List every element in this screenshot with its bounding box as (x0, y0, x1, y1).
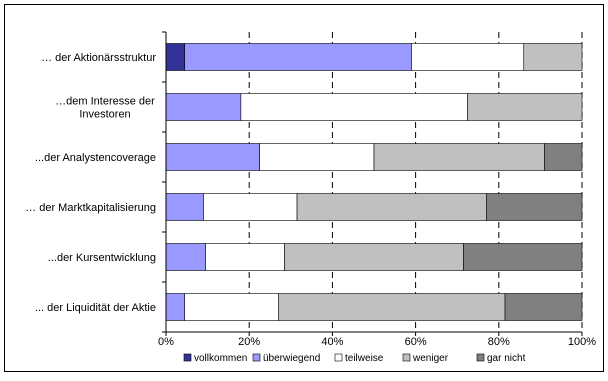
x-tick-label: 20% (238, 336, 260, 348)
category-label: ...der Kursentwicklung (48, 252, 156, 264)
legend-label: gar nicht (487, 353, 526, 364)
bar-segment (373, 143, 545, 171)
bar-segment (259, 143, 375, 171)
bar-segment (165, 43, 186, 71)
bar-segment (165, 293, 186, 321)
category-label: …dem Interesse der (55, 96, 155, 108)
bar-segment (184, 293, 279, 321)
bar-segment (411, 43, 525, 71)
x-tick-label: 100% (568, 336, 596, 348)
bar-segment (504, 293, 583, 321)
bar-segment (165, 93, 242, 121)
bar-segment (467, 93, 583, 121)
legend-label: teilweise (345, 353, 384, 364)
bars (165, 43, 583, 321)
category-label: ... der Liquidität der Aktie (35, 302, 156, 314)
legend-swatch (252, 353, 261, 362)
bar-segment (296, 193, 487, 221)
legend-label: vollkommen (194, 353, 247, 364)
category-labels: … der Aktionärsstruktur …dem Interesse de… (25, 52, 156, 314)
legend-label: weniger (412, 353, 449, 364)
bar-segment (165, 193, 204, 221)
x-tick-label: 80% (488, 336, 510, 348)
bar-segment (205, 243, 285, 271)
bar-segment (203, 193, 298, 221)
x-tick-label: 40% (321, 336, 343, 348)
bar-segment (240, 93, 468, 121)
bar-segment (463, 243, 583, 271)
legend-swatch (402, 353, 411, 362)
legend-swatch (476, 353, 485, 362)
bar-segment (278, 293, 506, 321)
legend-label: überwiegend (263, 353, 320, 364)
category-label: … der Marktkapitalisierung (25, 202, 156, 214)
x-tick-labels: 0% 20% 40% 60% 80% 100% (158, 336, 596, 348)
axes (162, 31, 583, 336)
legend: vollkommen überwiegend teilweise weniger gar… (183, 353, 526, 364)
bar-segment (544, 143, 583, 171)
category-label: Investoren (79, 109, 130, 121)
gridlines (248, 32, 583, 332)
x-tick-label: 0% (158, 336, 174, 348)
category-label: … der Aktionärsstruktur (41, 52, 156, 64)
x-tick-label: 60% (405, 336, 427, 348)
bar-segment (184, 43, 412, 71)
bar-segment (165, 143, 260, 171)
legend-swatch (334, 353, 343, 362)
bar-segment (284, 243, 464, 271)
bar-segment (165, 243, 206, 271)
bar-segment (523, 43, 583, 71)
legend-swatch (183, 353, 192, 362)
bar-segment (486, 193, 583, 221)
category-label: ...der Analystencoverage (35, 152, 156, 164)
